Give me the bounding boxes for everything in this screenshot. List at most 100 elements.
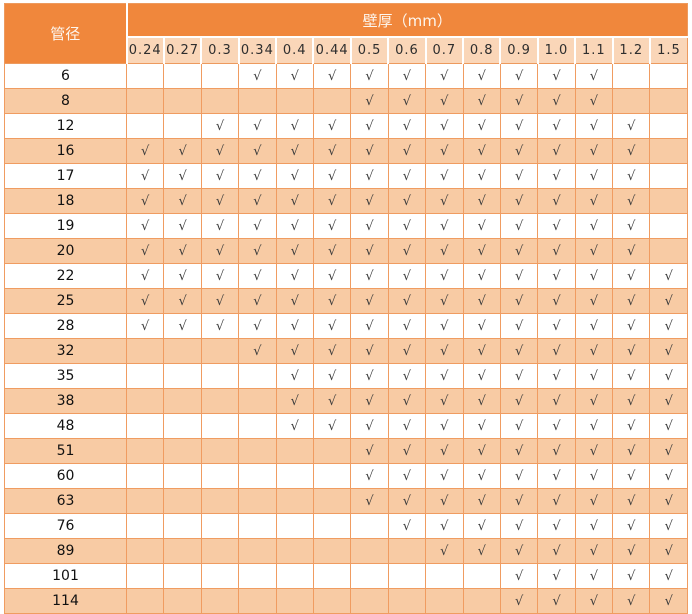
check-mark-cell: √	[350, 438, 389, 464]
table-row: 60 √ √ √ √ √ √ √ √ √	[4, 463, 688, 489]
diameter-header-cell: 管径	[4, 3, 128, 64]
check-mark-cell: √	[125, 263, 165, 289]
check-mark-cell: √	[387, 263, 427, 289]
empty-cell	[163, 363, 202, 389]
table-row: 22 √ √ √ √ √ √ √ √ √ √ √ √ √ √ √	[4, 263, 688, 289]
check-mark-cell: √	[537, 188, 576, 214]
check-mark-cell: √	[537, 88, 576, 114]
check-mark-cell: √	[275, 388, 314, 414]
empty-cell	[200, 363, 240, 389]
check-mark-cell: √	[574, 238, 614, 264]
check-mark-cell: √	[462, 488, 501, 514]
check-mark-cell: √	[350, 88, 389, 114]
check-mark-cell: √	[462, 163, 501, 189]
empty-cell	[163, 88, 202, 114]
check-mark-cell: √	[238, 238, 277, 264]
empty-cell	[200, 463, 240, 489]
check-mark-cell: √	[163, 238, 202, 264]
check-mark-cell: √	[125, 163, 165, 189]
table-row: 20 √ √ √ √ √ √ √ √ √ √ √ √ √ √	[4, 238, 688, 264]
check-mark-cell: √	[537, 513, 576, 539]
check-mark-cell: √	[275, 263, 314, 289]
check-mark-cell: √	[425, 88, 464, 114]
table-row: 63 √ √ √ √ √ √ √ √ √	[4, 488, 688, 514]
check-mark-cell: √	[499, 388, 539, 414]
check-mark-cell: √	[350, 288, 389, 314]
empty-cell	[125, 388, 165, 414]
check-mark-cell: √	[462, 438, 501, 464]
empty-cell	[275, 513, 314, 539]
check-mark-cell: √	[425, 113, 464, 139]
check-mark-cell: √	[312, 138, 352, 164]
check-mark-cell: √	[387, 238, 427, 264]
check-mark-cell: √	[312, 213, 352, 239]
check-mark-cell: √	[499, 513, 539, 539]
check-mark-cell: √	[125, 188, 165, 214]
diameter-cell: 22	[4, 263, 127, 289]
check-mark-cell: √	[425, 263, 464, 289]
check-mark-cell: √	[238, 338, 277, 364]
check-mark-cell: √	[574, 463, 614, 489]
check-mark-cell: √	[612, 163, 651, 189]
diameter-cell: 38	[4, 388, 127, 414]
check-mark-cell: √	[200, 138, 240, 164]
empty-cell	[462, 588, 501, 614]
check-mark-cell: √	[649, 288, 688, 314]
check-mark-cell: √	[238, 163, 277, 189]
empty-cell	[200, 438, 240, 464]
diameter-cell: 28	[4, 313, 127, 339]
check-mark-cell: √	[425, 313, 464, 339]
empty-cell	[275, 563, 314, 589]
check-mark-cell: √	[312, 313, 352, 339]
check-mark-cell: √	[574, 263, 614, 289]
check-mark-cell: √	[499, 213, 539, 239]
check-mark-cell: √	[612, 463, 651, 489]
check-mark-cell: √	[612, 513, 651, 539]
check-mark-cell: √	[163, 213, 202, 239]
thickness-column-header: 0.8	[462, 37, 501, 64]
check-mark-cell: √	[387, 163, 427, 189]
thickness-column-header: 0.3	[200, 37, 239, 64]
check-mark-cell: √	[537, 288, 576, 314]
check-mark-cell: √	[462, 88, 501, 114]
diameter-cell: 101	[4, 563, 127, 589]
empty-cell	[649, 138, 688, 164]
empty-cell	[312, 463, 352, 489]
check-mark-cell: √	[387, 288, 427, 314]
check-mark-cell: √	[612, 188, 651, 214]
check-mark-cell: √	[425, 63, 464, 89]
empty-cell	[163, 538, 202, 564]
empty-cell	[425, 563, 464, 589]
empty-cell	[125, 113, 165, 139]
check-mark-cell: √	[163, 188, 202, 214]
check-mark-cell: √	[200, 163, 240, 189]
check-mark-cell: √	[499, 113, 539, 139]
check-mark-cell: √	[387, 463, 427, 489]
check-mark-cell: √	[499, 488, 539, 514]
table-row: 16 √ √ √ √ √ √ √ √ √ √ √ √ √ √	[4, 138, 688, 164]
check-mark-cell: √	[649, 388, 688, 414]
check-mark-cell: √	[462, 513, 501, 539]
check-mark-cell: √	[238, 188, 277, 214]
check-mark-cell: √	[200, 313, 240, 339]
thickness-column-header: 1.0	[536, 37, 576, 64]
check-mark-cell: √	[612, 563, 651, 589]
check-mark-cell: √	[574, 588, 614, 614]
empty-cell	[649, 238, 688, 264]
check-mark-cell: √	[350, 238, 389, 264]
diameter-cell: 20	[4, 238, 127, 264]
check-mark-cell: √	[574, 63, 614, 89]
check-mark-cell: √	[649, 563, 688, 589]
check-mark-cell: √	[462, 538, 501, 564]
check-mark-cell: √	[499, 538, 539, 564]
empty-cell	[312, 588, 352, 614]
check-mark-cell: √	[387, 513, 427, 539]
diameter-cell: 12	[4, 113, 127, 139]
thickness-column-header: 0.24	[126, 37, 164, 64]
check-mark-cell: √	[499, 138, 539, 164]
empty-cell	[238, 513, 277, 539]
check-mark-cell: √	[238, 313, 277, 339]
empty-cell	[163, 413, 202, 439]
empty-cell	[275, 488, 314, 514]
check-mark-cell: √	[425, 338, 464, 364]
